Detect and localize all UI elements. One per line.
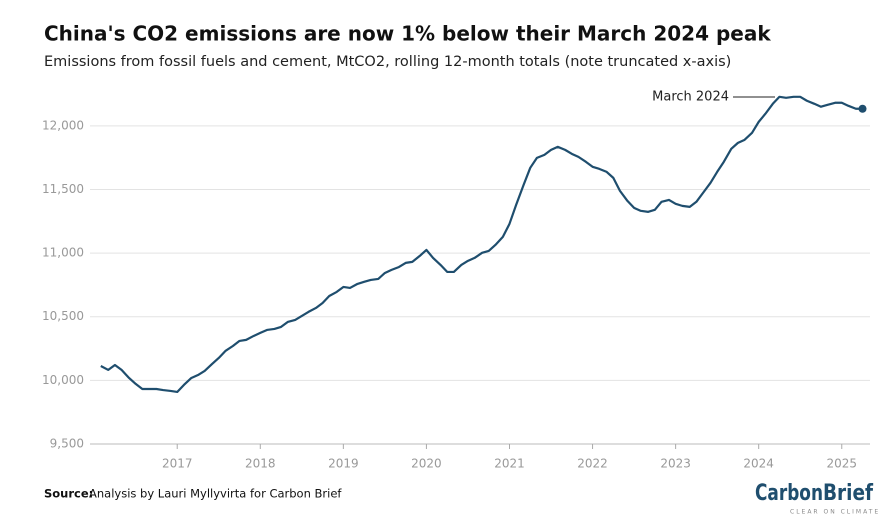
annotation: March 2024	[652, 90, 729, 105]
y-tick-label: 10,000	[42, 373, 84, 387]
end-point	[858, 104, 867, 113]
x-tick-label: 2025	[826, 457, 857, 471]
logo-tagline: CLEAR ON CLIMATE	[790, 509, 880, 516]
logo-word: Carbon	[755, 481, 823, 506]
chart-subtitle: Emissions from fossil fuels and cement, …	[44, 54, 731, 70]
x-tick-label: 2024	[743, 457, 774, 471]
line	[100, 95, 863, 394]
x-tick-label: 2020	[411, 457, 442, 471]
x-tick-label: 2019	[328, 457, 359, 471]
y-tick-label: 9,500	[50, 437, 84, 451]
source-text: Analysis by Lauri Myllyvirta for Carbon …	[89, 487, 342, 501]
chart-title: China's CO2 emissions are now 1% below t…	[44, 22, 771, 46]
y-tick-label: 10,500	[42, 309, 84, 323]
y-tick-label: 11,000	[42, 246, 84, 260]
x-tick-label: 2023	[660, 457, 691, 471]
x-tick-label: 2022	[577, 457, 608, 471]
y-tick-label: 12,000	[42, 118, 84, 132]
source-label: Source:	[44, 487, 93, 501]
y-tick-label: 11,500	[42, 182, 84, 196]
x-tick-label: 2021	[494, 457, 525, 471]
x-tick-label: 2018	[245, 457, 276, 471]
logo-word: Brief	[823, 481, 873, 506]
x-tick-label: 2017	[162, 457, 193, 471]
